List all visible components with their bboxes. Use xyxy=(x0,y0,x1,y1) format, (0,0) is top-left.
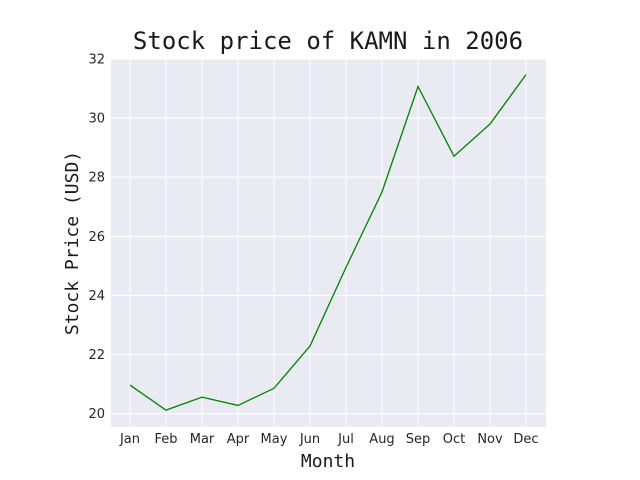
x-axis-ticks: Jan Feb Mar Apr May Jun Jul Aug Sep Oct Nov Dec xyxy=(119,432,539,447)
x-tick-label: Nov xyxy=(477,432,503,447)
y-tick-label: 22 xyxy=(88,348,105,363)
y-tick-label: 20 xyxy=(88,407,105,422)
x-tick-label: Dec xyxy=(513,432,538,447)
y-tick-label: 26 xyxy=(88,230,105,245)
x-tick-label: Feb xyxy=(154,432,177,447)
x-tick-label: Apr xyxy=(227,432,250,447)
y-tick-label: 28 xyxy=(88,171,105,186)
y-axis-label: Stock Price (USD) xyxy=(62,151,83,335)
x-tick-label: May xyxy=(261,432,288,447)
y-axis-ticks: 20 22 24 26 28 30 32 xyxy=(88,53,105,423)
x-axis-label: Month xyxy=(301,451,355,472)
x-tick-label: Aug xyxy=(369,432,394,447)
y-tick-label: 32 xyxy=(88,53,105,68)
x-tick-label: Jan xyxy=(119,432,140,447)
plot-area xyxy=(111,59,546,427)
y-tick-label: 24 xyxy=(88,289,105,304)
x-tick-label: Oct xyxy=(443,432,465,447)
x-tick-label: Mar xyxy=(190,432,215,447)
x-tick-label: Jun xyxy=(299,432,320,447)
grid xyxy=(111,58,546,427)
price-line xyxy=(129,74,527,411)
chart-title: Stock price of KAMN in 2006 xyxy=(133,27,523,55)
y-tick-label: 30 xyxy=(88,112,105,127)
x-tick-label: Sep xyxy=(406,432,431,447)
x-tick-label: Jul xyxy=(337,432,354,447)
